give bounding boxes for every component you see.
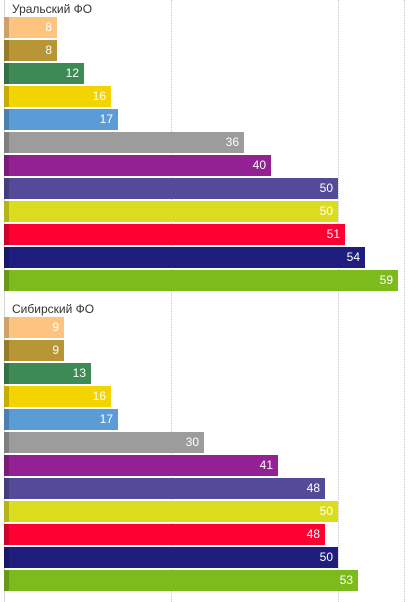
- bar-cap: [4, 478, 9, 499]
- bar: 16: [4, 386, 111, 407]
- bar-cap: [4, 132, 9, 153]
- bar-cap: [4, 570, 9, 591]
- bar: 30: [4, 432, 204, 453]
- bar-value-label: 51: [326, 227, 340, 241]
- bar-cap: [4, 63, 9, 84]
- bar-value-label: 59: [379, 273, 393, 287]
- bar-value-label: 40: [252, 158, 266, 172]
- bar-value-label: 48: [306, 527, 320, 541]
- bar-value-label: 30: [185, 435, 199, 449]
- bar: 40: [4, 155, 271, 176]
- bar-value-label: 16: [92, 89, 106, 103]
- bar-value-label: 50: [319, 550, 333, 564]
- bar-cap: [4, 363, 9, 384]
- bar-value-label: 36: [225, 135, 239, 149]
- bar-cap: [4, 524, 9, 545]
- bar-cap: [4, 317, 9, 338]
- bar-cap: [4, 386, 9, 407]
- bar: 36: [4, 132, 244, 153]
- bar-value-label: 53: [339, 573, 353, 587]
- bar: 9: [4, 340, 64, 361]
- bar-value-label: 8: [45, 20, 52, 34]
- bar-value-label: 54: [346, 250, 360, 264]
- bar-value-label: 9: [52, 343, 59, 357]
- bar: 50: [4, 547, 338, 568]
- bar-value-label: 50: [319, 204, 333, 218]
- bar-value-label: 8: [45, 43, 52, 57]
- bar-value-label: 16: [92, 389, 106, 403]
- bar-cap: [4, 178, 9, 199]
- bar-cap: [4, 270, 9, 291]
- bar-value-label: 50: [319, 181, 333, 195]
- bar: 54: [4, 247, 365, 268]
- bar-value-label: 41: [259, 458, 273, 472]
- bar-value-label: 13: [72, 366, 86, 380]
- chart-title-ural: Уральский ФО: [12, 2, 93, 16]
- bar: 53: [4, 570, 358, 591]
- bar-cap: [4, 40, 9, 61]
- bar-value-label: 17: [99, 112, 113, 126]
- bar: 12: [4, 63, 84, 84]
- bar: 51: [4, 224, 345, 245]
- grid-line: [404, 0, 405, 602]
- bar: 59: [4, 270, 398, 291]
- bar-value-label: 48: [306, 481, 320, 495]
- bar: 48: [4, 478, 325, 499]
- bar: 50: [4, 501, 338, 522]
- bar-cap: [4, 455, 9, 476]
- bar-cap: [4, 109, 9, 130]
- chart-title-siberia: Сибирский ФО: [12, 302, 95, 316]
- bar: 17: [4, 409, 118, 430]
- grid-line: [338, 0, 339, 602]
- bar-cap: [4, 409, 9, 430]
- bar: 8: [4, 40, 57, 61]
- bar-value-label: 9: [52, 320, 59, 334]
- value-axis-line: [4, 0, 5, 602]
- grid-line: [171, 0, 172, 602]
- bar-cap: [4, 155, 9, 176]
- bar: 41: [4, 455, 278, 476]
- bar: 8: [4, 17, 57, 38]
- bar-cap: [4, 501, 9, 522]
- bar: 13: [4, 363, 91, 384]
- bar-cap: [4, 86, 9, 107]
- bar-cap: [4, 201, 9, 222]
- bar: 48: [4, 524, 325, 545]
- bar-cap: [4, 340, 9, 361]
- bar-cap: [4, 17, 9, 38]
- bar-value-label: 12: [65, 66, 79, 80]
- bar: 9: [4, 317, 64, 338]
- bar-cap: [4, 432, 9, 453]
- bar: 50: [4, 201, 338, 222]
- bar: 50: [4, 178, 338, 199]
- bar: 17: [4, 109, 118, 130]
- bar-cap: [4, 547, 9, 568]
- bar-value-label: 17: [99, 412, 113, 426]
- bar-cap: [4, 247, 9, 268]
- bar: 16: [4, 86, 111, 107]
- bar-value-label: 50: [319, 504, 333, 518]
- bar-cap: [4, 224, 9, 245]
